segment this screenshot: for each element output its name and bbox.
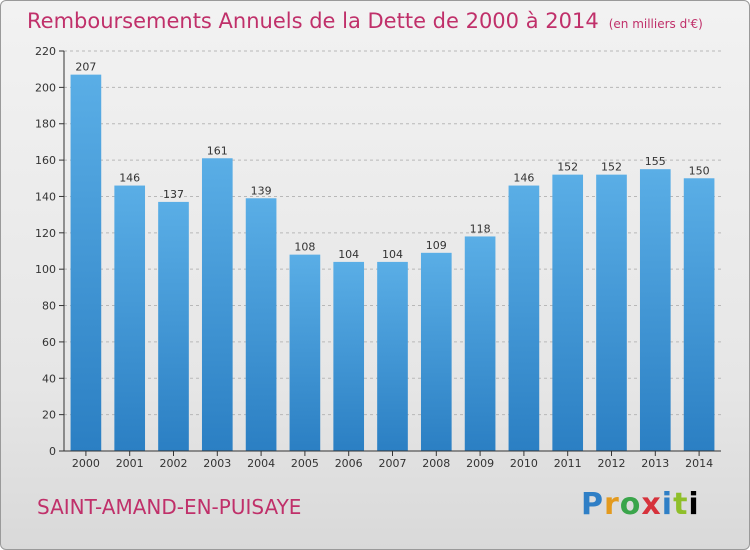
y-tick-label: 220: [35, 45, 56, 58]
x-tick-label: 2003: [203, 457, 231, 470]
bar: [639, 169, 671, 451]
bar: [201, 158, 233, 452]
data-label: 118: [470, 222, 491, 235]
bar: [70, 74, 102, 452]
bar: [245, 198, 277, 451]
y-tick-label: 40: [42, 372, 56, 385]
bar: [377, 261, 408, 451]
bar: [596, 174, 627, 452]
data-label: 155: [645, 155, 666, 168]
y-tick-label: 0: [49, 445, 56, 458]
x-tick-label: 2009: [466, 457, 494, 470]
x-tick-label: 2000: [72, 457, 100, 470]
x-tick-label: 2004: [247, 457, 275, 470]
logo-letter: i: [661, 487, 674, 522]
data-label: 150: [689, 164, 710, 177]
bar: [552, 174, 584, 452]
y-tick-label: 80: [42, 300, 56, 313]
logo-letter: x: [641, 487, 662, 522]
x-tick-label: 2006: [335, 457, 363, 470]
bar: [333, 261, 365, 451]
bar: [158, 201, 189, 451]
data-label: 161: [207, 144, 228, 157]
x-tick-label: 2002: [160, 457, 188, 470]
data-label: 104: [382, 248, 403, 261]
y-tick-label: 20: [42, 409, 56, 422]
logo-letter: P: [581, 487, 604, 522]
x-tick-label: 2010: [510, 457, 538, 470]
bar: [464, 236, 496, 451]
bar: [289, 254, 321, 451]
data-label: 109: [426, 239, 447, 252]
bar: [420, 252, 452, 451]
data-label: 146: [513, 172, 534, 185]
data-label: 207: [75, 61, 96, 74]
chart-subtitle: (en milliers d'€): [608, 17, 703, 31]
data-label: 108: [294, 241, 315, 254]
data-label: 139: [251, 184, 272, 197]
x-tick-label: 2008: [422, 457, 450, 470]
data-label: 104: [338, 248, 359, 261]
chart-title: Remboursements Annuels de la Dette de 20…: [27, 9, 599, 33]
logo-letter: i: [688, 487, 700, 522]
logo-letter: o: [619, 487, 642, 522]
x-tick-label: 2001: [116, 457, 144, 470]
x-tick-label: 2007: [379, 457, 407, 470]
data-label: 146: [119, 172, 140, 185]
logo-letter: t: [673, 487, 689, 522]
x-tick-label: 2012: [598, 457, 626, 470]
x-tick-label: 2011: [554, 457, 582, 470]
y-tick-label: 180: [35, 118, 56, 131]
x-tick-label: 2014: [685, 457, 713, 470]
proxiti-logo: Proxiti: [581, 487, 700, 522]
data-label: 137: [163, 188, 184, 201]
x-tick-label: 2013: [641, 457, 669, 470]
axes: 0 20 40 60 80 100 120 140 160 180 200 220 2000 2001 20…: [35, 45, 721, 470]
y-tick-label: 120: [35, 227, 56, 240]
logo-letter: r: [604, 487, 620, 522]
commune-name: SAINT-AMAND-EN-PUISAYE: [37, 495, 302, 519]
data-label: 152: [601, 161, 622, 174]
bar-chart: 207 146 137 161 139 108 104 104 109 118 146 152 152 1…: [35, 45, 721, 470]
y-tick-label: 160: [35, 154, 56, 167]
y-tick-label: 140: [35, 190, 56, 203]
bar: [114, 185, 146, 451]
data-label: 152: [557, 161, 578, 174]
y-tick-label: 100: [35, 263, 56, 276]
bar: [683, 178, 715, 452]
title-line: Remboursements Annuels de la Dette de 20…: [27, 9, 703, 33]
x-tick-label: 2005: [291, 457, 319, 470]
y-tick-label: 200: [35, 81, 56, 94]
bars: 207 146 137 161 139 108 104 104 109 118 146 152 152 1…: [70, 61, 715, 452]
bar: [508, 185, 540, 451]
y-tick-label: 60: [42, 336, 56, 349]
